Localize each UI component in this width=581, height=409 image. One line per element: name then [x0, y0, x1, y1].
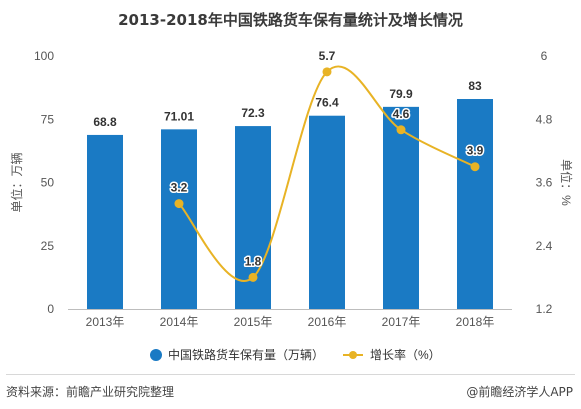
growth-rate-point	[396, 125, 406, 135]
growth-value-halo: 4.6	[393, 107, 410, 121]
x-tick-label: 2016年	[308, 315, 347, 329]
y-tick-label: 25	[41, 239, 55, 253]
growth-value-halo: 3.2	[171, 181, 188, 195]
legend-line-label: 增长率（%）	[370, 347, 441, 362]
bar-value-label: 71.01	[164, 109, 194, 123]
bar-value-label: 68.8	[93, 115, 117, 129]
bar	[457, 99, 493, 309]
growth-rate-point	[470, 162, 480, 172]
growth-value-label: 5.7	[319, 49, 336, 63]
growth-value-label: 3.9	[467, 144, 484, 158]
bar	[87, 134, 123, 309]
credit-note: @前瞻经济学人APP	[466, 385, 573, 399]
y2-tick-label: 1.2	[536, 302, 553, 316]
y-tick-label: 75	[41, 112, 55, 126]
legend-line-marker	[349, 351, 357, 359]
source-note: 资料来源：前瞻产业研究院整理	[6, 385, 175, 399]
growth-rate-line	[178, 65, 476, 282]
x-tick-label: 2015年	[234, 315, 273, 329]
bar	[161, 129, 197, 309]
growth-rate-point	[174, 199, 184, 209]
chart-canvas: 2013年 2014年 2015年 2016年 2017年 2018年 0 25 50 75 100…	[9, 47, 574, 362]
bar-value-label: 83	[468, 79, 482, 93]
growth-value-label: 4.6	[393, 107, 410, 121]
bar	[309, 115, 345, 309]
y-tick-label: 50	[41, 176, 55, 190]
y2-tick-label: 3.6	[536, 176, 553, 190]
legend-bar-label: 中国铁路货车保有量（万辆）	[168, 347, 324, 362]
footer-divider	[6, 374, 575, 375]
growth-value-label: 3.2	[171, 181, 188, 195]
growth-value-halo: 5.7	[319, 49, 336, 63]
growth-value-label: 1.8	[245, 254, 262, 268]
x-tick-label: 2018年	[456, 315, 495, 329]
bar-value-label: 76.4	[315, 96, 339, 110]
bar-value-label: 72.3	[241, 106, 265, 120]
y-tick-label: 0	[47, 302, 54, 316]
x-tick-label: 2014年	[160, 315, 199, 329]
bar-value-label: 79.9	[389, 87, 413, 101]
chart-title: 2013-2018年中国铁路货车保有量统计及增长情况	[118, 11, 463, 29]
growth-value-halo: 3.9	[467, 144, 484, 158]
bars-layer	[87, 99, 493, 310]
x-tick-label: 2013年	[86, 315, 125, 329]
legend-bar-marker	[150, 349, 162, 361]
y2-tick-label: 2.4	[536, 239, 553, 253]
bar	[383, 106, 419, 309]
y2-tick-label: 6	[541, 49, 548, 63]
growth-rate-point	[248, 272, 258, 282]
y2-axis-title: 单位：%	[559, 159, 574, 206]
growth-line-layer	[174, 65, 480, 282]
y-tick-label: 100	[34, 49, 54, 63]
data-labels-layer: 68.8 71.01 72.376.479.9833.23.21.81.85.75.…	[93, 47, 485, 270]
y-axis-title: 单位：万辆	[9, 152, 24, 212]
y2-tick-label: 4.8	[536, 112, 553, 126]
growth-rate-point	[322, 67, 332, 77]
growth-value-halo: 1.8	[245, 254, 262, 268]
legend: 中国铁路货车保有量（万辆） 增长率（%）	[150, 347, 441, 362]
axes-layer: 2013年 2014年 2015年 2016年 2017年 2018年 0 25 50 75 100…	[9, 49, 574, 329]
x-tick-label: 2017年	[382, 315, 421, 329]
